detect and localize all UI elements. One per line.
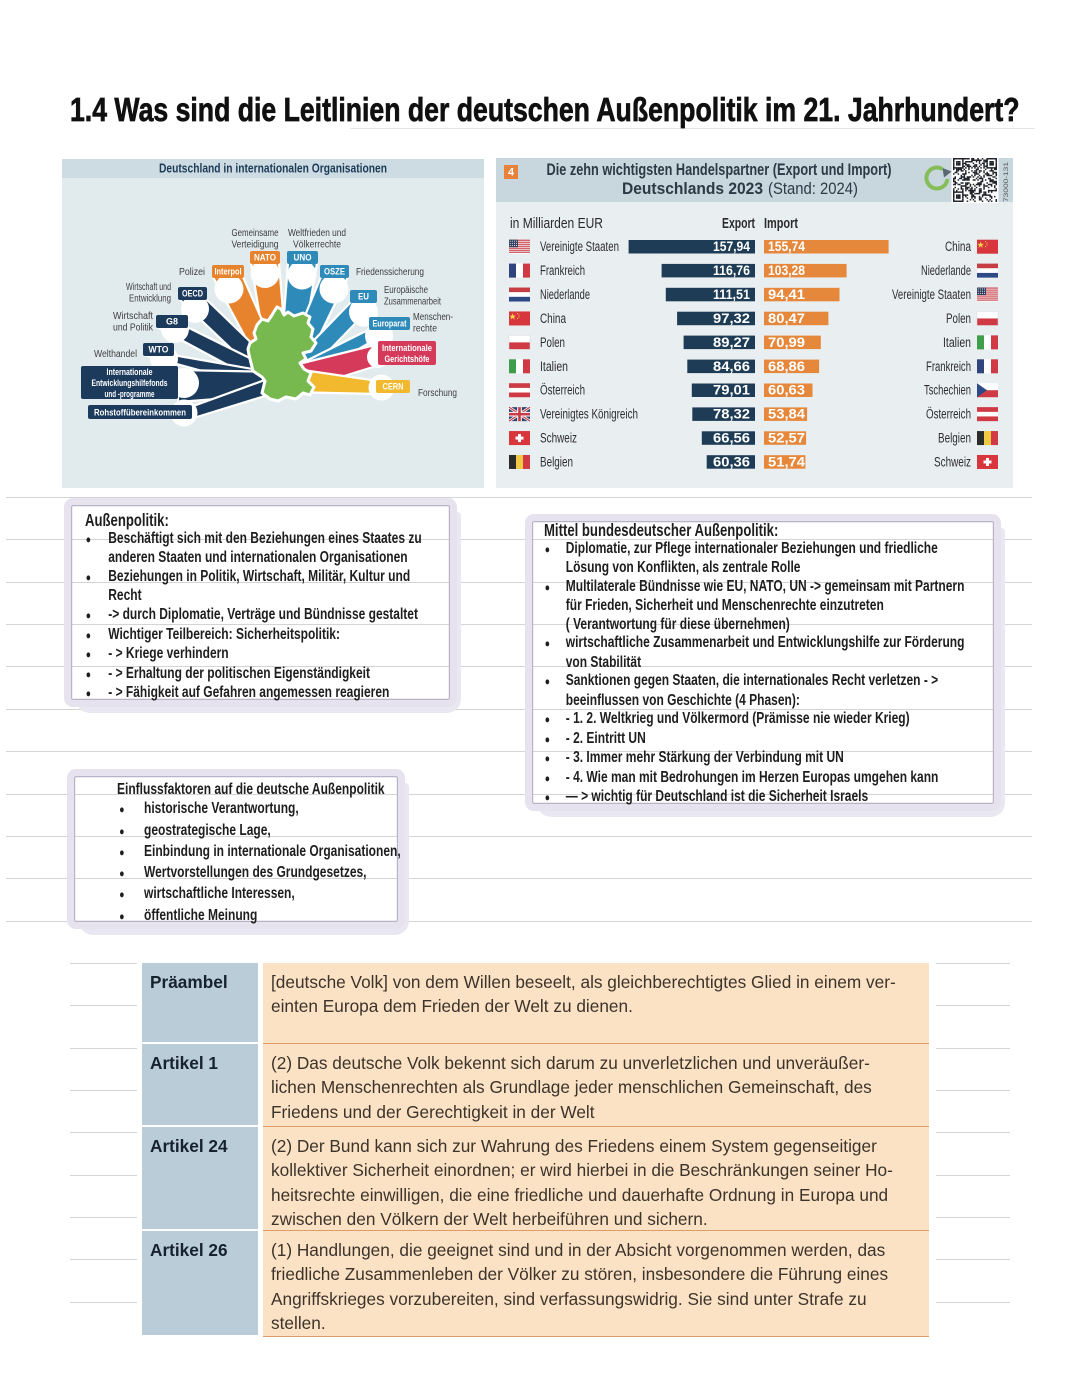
svg-text:WTO: WTO <box>149 345 169 355</box>
svg-text:Tschechien: Tschechien <box>924 383 971 398</box>
svg-text:in Milliarden EUR: in Milliarden EUR <box>510 216 603 232</box>
svg-text:Schweiz: Schweiz <box>540 431 577 446</box>
svg-text:Weltfrieden und: Weltfrieden und <box>288 228 346 239</box>
svg-text:Italien: Italien <box>943 335 971 350</box>
svg-text:China: China <box>540 311 566 326</box>
svg-text:Export: Export <box>722 216 755 232</box>
svg-text:China: China <box>945 239 971 254</box>
svg-text:94,41: 94,41 <box>768 287 806 302</box>
svg-text:79,01: 79,01 <box>713 383 751 398</box>
svg-text:53,84: 53,84 <box>768 407 806 422</box>
svg-text:60,36: 60,36 <box>713 455 751 470</box>
svg-text:Europarat: Europarat <box>373 319 407 329</box>
svg-text:97,32: 97,32 <box>713 311 750 326</box>
svg-text:84,66: 84,66 <box>713 359 751 374</box>
svg-text:Menschen-: Menschen- <box>413 312 453 323</box>
svg-text:Internationale: Internationale <box>382 343 432 354</box>
svg-text:Frankreich: Frankreich <box>540 263 585 278</box>
svg-text:Österreich: Österreich <box>540 383 585 398</box>
svg-text:Wirtschaft: Wirtschaft <box>113 311 153 322</box>
svg-text:Welthandel: Welthandel <box>94 349 137 360</box>
svg-text:UNO: UNO <box>294 253 312 263</box>
svg-text:103,28: 103,28 <box>768 263 805 278</box>
svg-text:Deutschland in internationalen: Deutschland in internationalen Organisat… <box>159 162 387 176</box>
svg-text:NATO: NATO <box>254 253 276 263</box>
svg-text:66,56: 66,56 <box>713 431 751 446</box>
svg-text:EU: EU <box>358 292 369 302</box>
svg-text:Die zehn wichtigsten Handelspa: Die zehn wichtigsten Handelspartner (Exp… <box>547 160 892 179</box>
svg-text:(Stand: 2024): (Stand: 2024) <box>768 179 858 198</box>
svg-text:rechte: rechte <box>413 324 437 335</box>
svg-text:Wirtschaft und: Wirtschaft und <box>126 282 171 293</box>
svg-text:und Politik: und Politik <box>113 323 154 334</box>
svg-text:155,74: 155,74 <box>768 239 805 254</box>
svg-text:Völkerrechte: Völkerrechte <box>293 240 341 251</box>
svg-text:Internationale: Internationale <box>107 367 153 378</box>
svg-text:Rohstoffübereinkommen: Rohstoffübereinkommen <box>94 407 186 418</box>
svg-text:Import: Import <box>764 216 798 232</box>
svg-text:OSZE: OSZE <box>324 267 345 277</box>
svg-text:51,74: 51,74 <box>768 455 806 470</box>
svg-text:4: 4 <box>508 167 515 179</box>
svg-text:Polizei: Polizei <box>179 267 205 278</box>
svg-text:Zusammenarbeit: Zusammenarbeit <box>384 297 441 308</box>
svg-text:Forschung: Forschung <box>418 388 457 399</box>
svg-text:Belgien: Belgien <box>938 431 971 446</box>
svg-text:52,57: 52,57 <box>768 431 805 446</box>
svg-text:G8: G8 <box>166 317 178 327</box>
svg-text:78,32: 78,32 <box>713 407 750 422</box>
svg-text:Vereinigte Staaten: Vereinigte Staaten <box>540 239 619 254</box>
svg-text:73000-131: 73000-131 <box>1003 162 1010 202</box>
svg-text:89,27: 89,27 <box>713 335 750 350</box>
svg-text:80,47: 80,47 <box>768 311 805 326</box>
svg-text:116,76: 116,76 <box>713 263 750 278</box>
svg-text:Verteidigung: Verteidigung <box>232 240 279 251</box>
svg-text:Entwicklung: Entwicklung <box>129 294 171 305</box>
svg-text:CERN: CERN <box>383 382 404 392</box>
svg-text:Vereinigte Staaten: Vereinigte Staaten <box>892 287 971 302</box>
svg-text:Vereinigtes Königreich: Vereinigtes Königreich <box>540 407 638 422</box>
svg-text:Gemeinsame: Gemeinsame <box>232 228 279 239</box>
svg-text:Interpol: Interpol <box>215 267 242 277</box>
svg-text:Niederlande: Niederlande <box>921 263 971 278</box>
svg-text:und -programme: und -programme <box>105 389 155 400</box>
svg-text:Europäische: Europäische <box>384 285 428 296</box>
svg-text:Niederlande: Niederlande <box>540 287 590 302</box>
svg-text:Polen: Polen <box>946 311 971 326</box>
svg-text:Deutschlands 2023: Deutschlands 2023 <box>622 179 763 198</box>
svg-text:68,86: 68,86 <box>768 359 806 374</box>
svg-text:70,99: 70,99 <box>768 335 805 350</box>
svg-text:Österreich: Österreich <box>926 407 971 422</box>
svg-text:157,94: 157,94 <box>713 239 750 254</box>
svg-text:60,63: 60,63 <box>768 383 806 398</box>
svg-text:Gerichtshöfe: Gerichtshöfe <box>385 354 430 365</box>
svg-text:Frankreich: Frankreich <box>926 359 971 374</box>
svg-text:OECD: OECD <box>182 289 203 299</box>
svg-text:Italien: Italien <box>540 359 568 374</box>
svg-text:Friedenssicherung: Friedenssicherung <box>356 267 424 278</box>
svg-text:Entwicklungshilfefonds: Entwicklungshilfefonds <box>92 378 168 389</box>
svg-text:Polen: Polen <box>540 335 565 350</box>
svg-text:Schweiz: Schweiz <box>934 455 971 470</box>
svg-text:Belgien: Belgien <box>540 455 573 470</box>
svg-text:111,51: 111,51 <box>713 287 750 302</box>
